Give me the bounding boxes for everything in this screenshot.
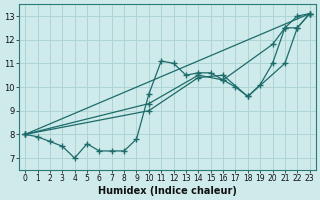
X-axis label: Humidex (Indice chaleur): Humidex (Indice chaleur) (98, 186, 237, 196)
